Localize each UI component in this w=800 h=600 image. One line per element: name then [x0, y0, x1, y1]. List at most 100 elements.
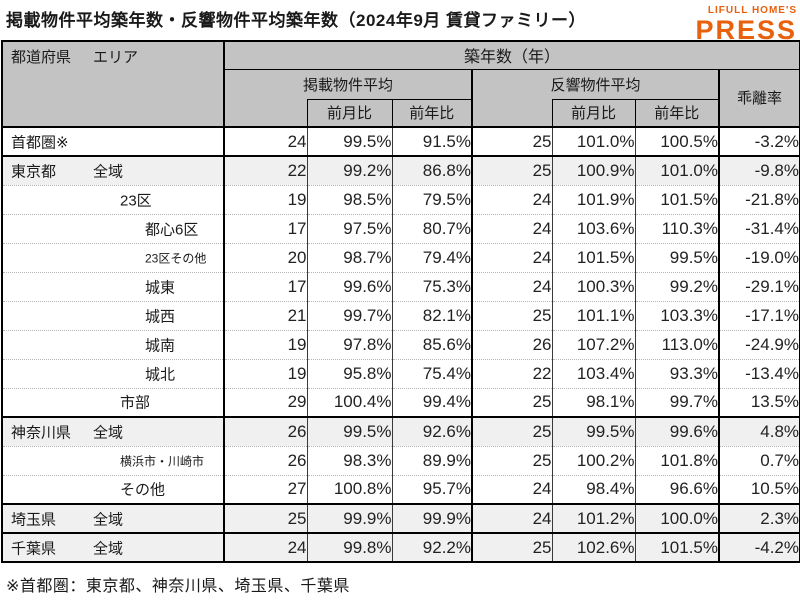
cell-listed: 25	[224, 503, 307, 533]
table-row: 城北 19 95.8% 75.4% 22 103.4% 93.3% -13.4%	[2, 358, 800, 388]
prefecture-label: 千葉県	[11, 540, 57, 557]
cell-inquiry-yoy: 93.3%	[634, 358, 719, 388]
cell-listed: 17	[224, 213, 307, 243]
cell-inquiry-yoy: 100.0%	[634, 503, 719, 533]
table-body: 首都圏※ 24 99.5% 91.5% 25 101.0% 100.5% -3.2% 東京都 全域…	[2, 126, 800, 562]
header-prefecture-label: 都道府県	[11, 49, 72, 66]
row-label-cell: 城南	[2, 329, 225, 359]
row-label-cell: 神奈川県 全域	[2, 416, 225, 446]
header-spacer-inquiry	[471, 99, 552, 127]
table-row: 市部 29 100.4% 99.4% 25 98.1% 99.7% 13.5%	[2, 387, 800, 417]
cell-inquiry-mom: 98.4%	[551, 474, 635, 504]
cell-inquiry-mom: 100.3%	[551, 271, 635, 301]
table-row: 23区 19 98.5% 79.5% 24 101.9% 101.5% -21.8%	[2, 184, 800, 214]
cell-listed: 26	[224, 445, 307, 475]
cell-inquiry-mom: 101.9%	[551, 184, 635, 214]
cell-divergence: 4.8%	[717, 416, 800, 446]
row-label-cell: 埼玉県 全域	[2, 503, 225, 533]
table-row: 城東 17 99.6% 75.3% 24 100.3% 99.2% -29.1%	[2, 271, 800, 301]
area-label: 23区その他	[145, 251, 207, 265]
footnote: ※首都圏：東京都、神奈川県、埼玉県、千葉県	[6, 578, 350, 595]
cell-inquiry-yoy: 99.2%	[634, 271, 719, 301]
logo-wordmark-press: PRESS	[695, 15, 797, 45]
cell-listed: 19	[224, 329, 307, 359]
cell-inquiry-yoy: 101.5%	[634, 184, 719, 214]
row-label-cell: 東京都 全域	[2, 155, 225, 185]
cell-divergence: -17.1%	[717, 300, 800, 330]
cell-inquiry: 25	[471, 387, 552, 417]
cell-inquiry-mom: 103.6%	[551, 213, 635, 243]
cell-listed-yoy: 86.8%	[391, 155, 472, 185]
cell-listed: 19	[224, 184, 307, 214]
area-label: 城北	[145, 366, 176, 383]
cell-inquiry-yoy: 99.5%	[634, 242, 719, 272]
cell-inquiry-mom: 101.1%	[551, 300, 635, 330]
prefecture-label: 東京都	[11, 163, 57, 181]
area-label: 全域	[93, 540, 124, 557]
header-listed-mom: 前月比	[306, 98, 392, 127]
header-listed-average: 掲載物件平均	[224, 69, 472, 99]
table-row: 千葉県 全域 24 99.8% 92.2% 25 102.6% 101.5% -4.2%	[2, 532, 800, 562]
table-row: 首都圏※ 24 99.5% 91.5% 25 101.0% 100.5% -3.2%	[2, 126, 800, 156]
cell-inquiry-yoy: 99.7%	[634, 387, 719, 417]
cell-listed-mom: 97.8%	[306, 329, 392, 359]
header-inquiry-mom: 前月比	[551, 98, 635, 127]
cell-listed: 20	[224, 242, 307, 272]
cell-listed: 24	[224, 126, 307, 156]
area-label: 市部	[120, 394, 151, 412]
header-inquiry-yoy: 前年比	[634, 98, 719, 127]
row-label-cell: 横浜市・川崎市	[2, 445, 225, 475]
cell-divergence: 2.3%	[717, 503, 800, 533]
cell-listed-mom: 98.5%	[306, 184, 392, 214]
cell-listed-mom: 97.5%	[306, 213, 392, 243]
cell-inquiry: 24	[471, 271, 552, 301]
cell-inquiry: 24	[471, 474, 552, 504]
cell-inquiry: 25	[471, 126, 552, 156]
cell-inquiry-yoy: 100.5%	[634, 126, 719, 156]
cell-listed-yoy: 85.6%	[391, 329, 472, 359]
area-label: 横浜市・川崎市	[120, 454, 205, 468]
cell-inquiry-yoy: 113.0%	[634, 329, 719, 359]
area-label: 23区	[120, 192, 152, 209]
cell-listed-mom: 99.5%	[306, 416, 392, 446]
row-label-cell: 都心6区	[2, 213, 225, 243]
cell-divergence: -3.2%	[717, 126, 800, 156]
cell-listed-mom: 99.5%	[306, 126, 392, 156]
cell-listed-yoy: 75.4%	[391, 358, 472, 388]
cell-listed: 27	[224, 474, 307, 504]
cell-listed-yoy: 95.7%	[391, 474, 472, 504]
cell-divergence: 0.7%	[717, 445, 800, 475]
cell-listed-yoy: 75.3%	[391, 271, 472, 301]
area-label: 都心6区	[145, 221, 199, 238]
cell-inquiry: 25	[471, 300, 552, 330]
area-label: 全域	[93, 424, 124, 442]
row-label-cell: 23区	[2, 184, 225, 214]
area-label: その他	[120, 481, 166, 499]
cell-inquiry-yoy: 101.0%	[634, 155, 719, 185]
cell-listed-mom: 98.3%	[306, 445, 392, 475]
area-label: 全域	[93, 163, 124, 181]
cell-listed-mom: 95.8%	[306, 358, 392, 388]
lifull-homes-press-logo: LIFULL HOME'S PRESS	[695, 6, 797, 44]
cell-listed: 29	[224, 387, 307, 417]
cell-divergence: -21.8%	[717, 184, 800, 214]
cell-inquiry-yoy: 101.5%	[634, 532, 719, 562]
area-label: 全域	[93, 511, 124, 528]
cell-inquiry-mom: 102.6%	[551, 532, 635, 562]
area-label: 城西	[145, 308, 176, 325]
cell-divergence: -19.0%	[717, 242, 800, 272]
cell-divergence: -9.8%	[717, 155, 800, 185]
cell-inquiry: 25	[471, 416, 552, 446]
area-label: 城東	[145, 279, 176, 296]
cell-inquiry-mom: 101.2%	[551, 503, 635, 533]
table-row: その他 27 100.8% 95.7% 24 98.4% 96.6% 10.5%	[2, 474, 800, 504]
cell-listed: 26	[224, 416, 307, 446]
header-row-2: 掲載物件平均 反響物件平均 乖離率	[2, 69, 800, 127]
area-label: 城南	[145, 337, 176, 354]
logo-wordmark-small: LIFULL HOME'S	[707, 5, 797, 16]
cell-divergence: -4.2%	[717, 532, 800, 562]
cell-listed-mom: 100.4%	[306, 387, 392, 417]
cell-listed-yoy: 99.4%	[391, 387, 472, 417]
cell-inquiry: 24	[471, 184, 552, 214]
